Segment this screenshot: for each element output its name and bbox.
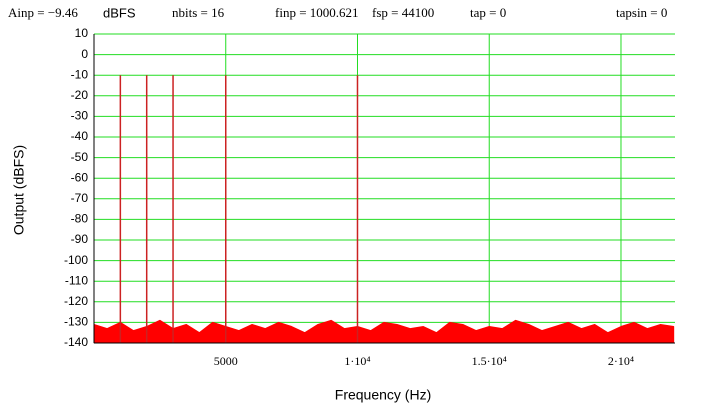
header-item: dBFS <box>103 5 136 20</box>
x-tick-label: 5000 <box>214 354 238 368</box>
y-tick-label: -130 <box>64 315 88 329</box>
y-tick-label: -120 <box>64 294 88 308</box>
header-item: fsp = 44100 <box>372 5 434 20</box>
y-tick-label: 0 <box>81 47 88 61</box>
header-item: nbits = 16 <box>172 5 225 20</box>
x-tick-label: 1·10⁴ <box>344 354 370 368</box>
y-tick-label: -30 <box>71 109 89 123</box>
y-tick-label: -40 <box>71 129 89 143</box>
header-item: tap = 0 <box>470 5 506 20</box>
y-tick-label: 10 <box>75 26 89 40</box>
header-item: tapsin = 0 <box>616 5 667 20</box>
y-tick-label: -10 <box>71 67 89 81</box>
noise-floor <box>93 319 675 344</box>
y-tick-label: -140 <box>64 335 88 349</box>
y-tick-label: -60 <box>71 170 89 184</box>
x-axis-label: Frequency (Hz) <box>335 387 431 403</box>
header-item: finp = 1000.621 <box>275 5 359 20</box>
header-item: Ainp = −9.46 <box>8 5 78 20</box>
x-tick-label: 1.5·10⁴ <box>472 354 507 368</box>
y-tick-label: -100 <box>64 253 88 267</box>
x-tick-label: 2·10⁴ <box>608 354 634 368</box>
y-tick-label: -50 <box>71 150 89 164</box>
y-tick-label: -110 <box>65 273 88 287</box>
y-tick-label: -70 <box>71 191 89 205</box>
y-tick-label: -20 <box>71 88 89 102</box>
y-axis-label: Output (dBFS) <box>11 145 27 235</box>
y-tick-label: -90 <box>71 232 89 246</box>
y-tick-label: -80 <box>71 212 89 226</box>
